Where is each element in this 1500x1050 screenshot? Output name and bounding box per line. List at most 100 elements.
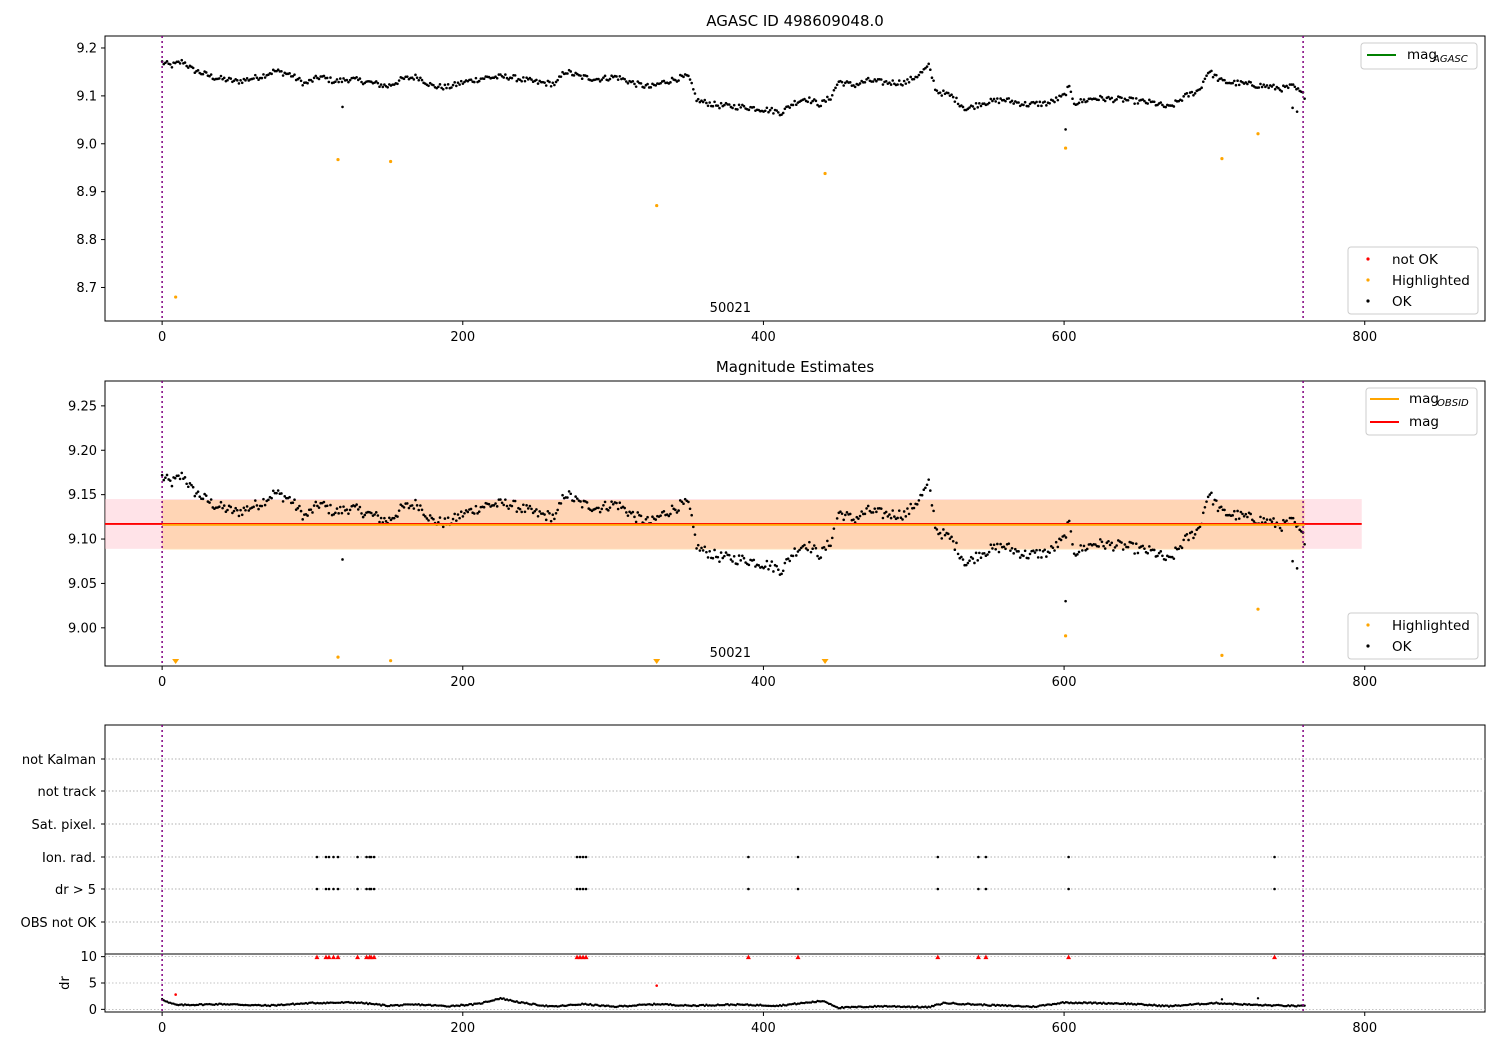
ok-point: [317, 506, 321, 509]
ok-point: [767, 110, 770, 114]
ok-point: [348, 78, 352, 82]
ok-point: [1193, 533, 1197, 536]
flag-point: [977, 855, 980, 859]
ok-point: [342, 77, 345, 80]
ok-point: [405, 502, 409, 505]
ok-point: [830, 536, 834, 540]
ok-point: [1014, 547, 1017, 551]
ok-point: [559, 75, 563, 78]
ok-point: [363, 513, 367, 517]
ok-point: [420, 78, 424, 82]
ok-point: [674, 508, 677, 512]
ok-point: [1004, 99, 1007, 103]
chart-title: AGASC ID 498609048.0: [706, 12, 884, 30]
flag-label: not track: [37, 785, 96, 800]
below-range-marker: [172, 659, 180, 664]
ok-point: [561, 70, 564, 74]
ok-point: [951, 539, 955, 543]
dr-point: [929, 1006, 932, 1009]
ok-point: [1067, 519, 1071, 523]
ok-point: [301, 518, 304, 521]
ok-point: [378, 520, 381, 524]
legend-lines: [1360, 42, 1478, 70]
ok-point: [396, 82, 399, 86]
flag-point: [327, 887, 331, 891]
dr-point: [502, 997, 505, 1000]
ok-point: [602, 504, 605, 507]
ok-point: [280, 492, 283, 495]
ok-point: [1303, 542, 1306, 546]
ok-point: [1010, 546, 1014, 550]
dr-clipped-marker: [1066, 954, 1072, 960]
ok-point: [935, 528, 939, 531]
ok-point: [924, 66, 927, 70]
ok-point: [276, 68, 280, 72]
ok-point: [1148, 98, 1151, 102]
ok-point: [566, 496, 569, 499]
flag-point: [365, 887, 368, 891]
ok-point: [253, 499, 257, 502]
ok-point: [453, 81, 456, 84]
flag-point: [936, 887, 940, 891]
ok-point: [644, 517, 648, 521]
ok-point: [203, 492, 206, 496]
ok-point: [502, 503, 506, 507]
ok-point: [966, 561, 970, 565]
ok-point: [940, 537, 944, 540]
ok-point: [1239, 510, 1243, 514]
ok-point: [164, 476, 167, 480]
x-tick-label: 0: [158, 1021, 166, 1036]
ok-point: [616, 78, 620, 81]
ok-point: [832, 527, 836, 530]
ok-point: [737, 103, 741, 107]
ok-point: [1038, 100, 1042, 104]
flag-point: [327, 855, 331, 859]
x-tick-label: 200: [450, 330, 475, 345]
highlighted-point: [389, 659, 393, 663]
ok-point: [1120, 96, 1123, 100]
ok-point: [255, 504, 259, 507]
ok-point: [968, 106, 971, 109]
ok-point: [515, 79, 519, 83]
ok-point: [659, 81, 662, 85]
ok-point: [912, 77, 916, 81]
ok-point: [950, 93, 953, 96]
ok-point: [466, 510, 470, 514]
ok-point: [370, 511, 373, 515]
ok-point: [556, 508, 559, 512]
ok-point: [716, 104, 720, 107]
ok-point: [1107, 95, 1110, 99]
ok-point: [1120, 541, 1123, 544]
ok-point: [996, 97, 999, 100]
ok-point: [845, 511, 849, 514]
ok-point: [711, 556, 715, 560]
ok-point: [871, 511, 875, 514]
below-range-marker: [653, 659, 661, 664]
dr-clipped-marker: [355, 954, 361, 960]
x-tick-label: 200: [450, 1021, 475, 1036]
ok-point: [1054, 540, 1058, 544]
ok-point: [732, 554, 736, 558]
ok-point: [314, 74, 318, 78]
ok-point: [1237, 83, 1241, 87]
ok-point: [236, 79, 239, 82]
ok-point: [1131, 96, 1135, 100]
ok-point: [579, 500, 582, 503]
ok-point: [1133, 552, 1136, 555]
ok-point: [1293, 85, 1297, 89]
ok-point: [1291, 83, 1295, 86]
ok-point: [515, 510, 519, 513]
x-tick-label: 600: [1052, 1021, 1077, 1036]
ok-point: [979, 556, 983, 560]
chart-title: Magnitude Estimates: [716, 358, 874, 376]
flag-point: [315, 855, 319, 859]
ok-point: [819, 556, 823, 559]
ok-point: [208, 74, 211, 78]
ok-point: [942, 528, 945, 531]
ok-point: [615, 501, 618, 505]
ok-point: [236, 508, 239, 512]
flag-point: [1273, 887, 1276, 891]
ok-point: [844, 513, 847, 517]
y-tick-label: 9.20: [68, 444, 97, 459]
ok-point: [770, 106, 774, 110]
